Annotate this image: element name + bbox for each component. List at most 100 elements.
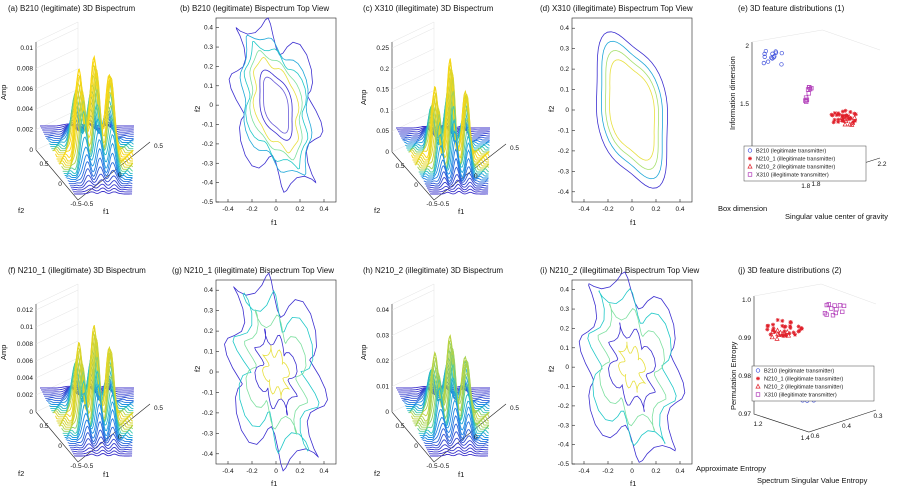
- pi-xtick-1: -0.2: [602, 468, 614, 475]
- pb-ytick-0: 0.4: [204, 25, 213, 32]
- pj-ztick-1: 0.98: [738, 373, 751, 380]
- pg-xtick-1: -0.2: [246, 468, 258, 475]
- panel-h-ylabel: f2: [374, 469, 380, 478]
- pe-point-n210_1-6: [853, 112, 858, 117]
- pj-legend-marker-2: [755, 383, 761, 389]
- pj-axes: [753, 296, 877, 433]
- pa-ytick-0: 0.5: [39, 161, 48, 168]
- pe-point-n210_1-23: [831, 120, 836, 125]
- ph-ridge-16: [412, 338, 490, 422]
- pj-point-n210_1-25: [775, 317, 780, 322]
- pc-ytick-2: -0.5: [426, 201, 438, 208]
- pb-xtick-4: 0.4: [319, 206, 328, 213]
- pj-point-n210_1-2: [780, 323, 785, 328]
- ph-ytick-2: -0.5: [426, 463, 438, 470]
- pe-point-b210-11: [779, 62, 784, 67]
- panel-b-ylabel: f2: [193, 106, 202, 112]
- pf-floor-front: [35, 403, 151, 463]
- pa-xtick-0: -0.5: [82, 201, 94, 208]
- pf-ztick-0: 0: [29, 409, 33, 416]
- pe-point-n210_1-27: [852, 111, 857, 116]
- pj-legend-marker-0: [755, 368, 761, 373]
- pf-ridge-16: [56, 327, 134, 422]
- panel-a-xlabel: f1: [103, 207, 109, 216]
- pg-ytick-2: 0.2: [204, 328, 213, 335]
- pb-contour-level-6: [263, 76, 289, 134]
- pj-point-x310-0: [841, 303, 847, 309]
- panel-e: (e) 3D feature distributions (1) 11.521.…: [718, 4, 888, 221]
- panel-a-zlabel: Amp: [0, 85, 8, 100]
- pj-point-n210_2-9: [769, 334, 775, 340]
- pi-ytick-7: -0.3: [558, 422, 570, 429]
- ph-backwall: [391, 283, 435, 412]
- pj-point-x310-10: [824, 312, 829, 317]
- pj-point-x310-8: [840, 309, 845, 314]
- panel-h-title: (h) N210_2 (illegitimate) 3D Bispectrum: [363, 266, 503, 275]
- pg-xtick-2: 0: [274, 468, 278, 475]
- panel-f-ylabel: f2: [18, 469, 24, 478]
- ph-ridge-22: [418, 377, 489, 434]
- pb-ytick-8: -0.4: [202, 180, 214, 187]
- pi-contour-level-2: [597, 303, 667, 432]
- ph-ridge-17: [413, 343, 489, 424]
- pc-ridge-21: [417, 91, 490, 171]
- ph-zgrid-3: [391, 315, 435, 336]
- panel-f-title: (f) N210_1 (illegitimate) 3D Bispectrum: [8, 266, 146, 275]
- pb-ytick-6: -0.2: [202, 141, 214, 148]
- pf-ridge-23: [63, 383, 133, 436]
- pa-ztick-0: 0: [29, 147, 33, 154]
- panel-i-xlabel: f1: [630, 479, 636, 488]
- pf-ridge-24: [64, 394, 133, 438]
- pj-point-n210_1-1: [765, 327, 770, 332]
- pb-ytick-5: -0.1: [202, 122, 214, 129]
- pe-point-b210-13: [779, 50, 784, 56]
- pj-legend-marker-1: [756, 376, 760, 381]
- pe-point-x310-9: [807, 85, 812, 90]
- pb-contour-level-3: [249, 50, 303, 161]
- panel-h: (h) N210_2 (illegitimate) 3D Bispectrum …: [359, 266, 519, 479]
- pe-point-n210_1-18: [834, 113, 839, 118]
- pc-ztick-1: 0.05: [376, 128, 389, 135]
- pd-contour-level-2: [605, 50, 659, 170]
- panel-j-title: (j) 3D feature distributions (2): [738, 266, 842, 275]
- panel-h-zlabel: Amp: [359, 345, 368, 360]
- pe-point-n210_1-25: [844, 114, 849, 119]
- pe-point-b210-7: [770, 51, 775, 56]
- pb-xtick-2: 0: [274, 206, 278, 213]
- pc-ridge-29: [425, 173, 489, 187]
- pd-xtick-1: -0.2: [602, 206, 614, 213]
- pg-xtick-0: -0.4: [222, 468, 234, 475]
- panel-d-xlabel: f1: [630, 218, 636, 227]
- pa-zgrid-4: [35, 48, 79, 69]
- pg-ytick-7: -0.3: [202, 430, 214, 437]
- pj-point-n210_1-5: [768, 332, 773, 337]
- pi-contour-level-3: [608, 322, 656, 412]
- pj-point-x310-11: [824, 302, 829, 308]
- pf-ridge-22: [62, 370, 133, 434]
- pf-zgrid-3: [35, 340, 79, 362]
- pc-zgrid-5: [391, 27, 435, 49]
- pc-zgrid-2: [391, 90, 435, 111]
- panel-c-xlabel: f1: [458, 207, 464, 216]
- panel-c-title: (c) X310 (illegitimate) 3D Bispectrum: [363, 4, 494, 13]
- ph-ridge-26: [422, 415, 489, 443]
- pa-ztick-2: 0.004: [17, 106, 34, 113]
- pj-ztick-3: 1.0: [742, 297, 751, 304]
- pa-ridge-20: [60, 77, 134, 168]
- pf-zgrid-6: [35, 289, 79, 311]
- pe-xtick-2: 2.2: [877, 161, 886, 168]
- pi-ytick-2: 0.2: [560, 325, 569, 332]
- pe-legend-label-2: N210_2 (illegitimate transmitter): [756, 165, 835, 171]
- pa-ridge-31: [71, 183, 133, 191]
- pe-point-n210_2-7: [851, 114, 858, 120]
- pc-zgrid-3: [391, 69, 435, 90]
- pe-point-b210-5: [765, 59, 771, 64]
- pg-xtick-4: 0.4: [319, 468, 328, 475]
- pi-ytick-4: 0: [565, 364, 569, 371]
- pc-ztick-4: 0.2: [380, 66, 389, 73]
- panel-e-zlabel: Information dimension: [728, 56, 737, 130]
- ph-ridge-20: [416, 354, 490, 430]
- pj-point-x310-2: [837, 303, 843, 308]
- pj-point-n210_1-6: [788, 325, 793, 330]
